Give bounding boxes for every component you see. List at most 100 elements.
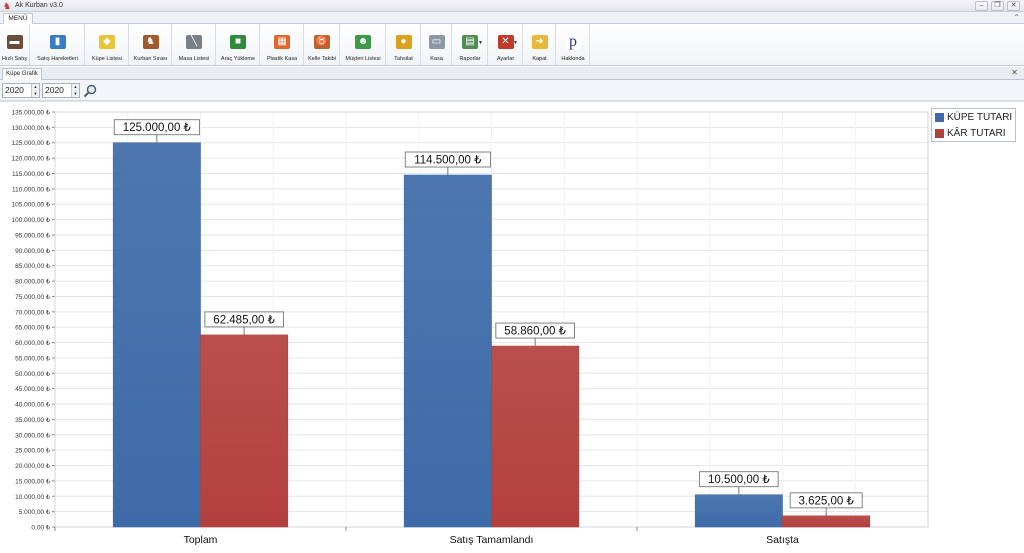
search-icon[interactable]	[83, 84, 97, 98]
ribbon-button-label: Hızlı Satış	[1, 56, 28, 62]
ribbon-button-label: Küpe Listesi	[92, 56, 122, 62]
y-tick-label: 120.000,00 ₺	[12, 155, 51, 163]
ribbon-button-tahsilat[interactable]: ● Tahsilat	[387, 24, 421, 65]
ribbon-tab-bar: MENÜ ⌃	[0, 12, 1024, 25]
ribbon-collapse-icon[interactable]: ⌃	[1013, 13, 1020, 22]
y-tick-label: 0,00 ₺	[31, 524, 50, 532]
coins-icon: ●	[395, 35, 412, 49]
ribbon-button-plastik-kasa[interactable]: ▦ Plastik Kasa	[261, 24, 304, 65]
ribbon-button-label: Araç Yükleme	[220, 56, 256, 62]
y-tick-label: 30.000,00 ₺	[15, 431, 51, 439]
app-logo-icon: ♞	[3, 1, 12, 11]
data-label-box	[404, 151, 491, 168]
data-label: 114.500,00 ₺	[414, 155, 482, 167]
bar-1-1	[491, 345, 580, 528]
ribbon-button-hakkinda[interactable]: p Hakkında	[557, 24, 590, 65]
y-tick-label: 125.000,00 ₺	[12, 139, 51, 147]
title-bar: ♞ Ak Kurban v3.0 – ❐ ✕	[0, 0, 1024, 12]
ribbon-button-hizli-satis[interactable]: ▬ Hızlı Satış	[0, 24, 30, 65]
data-label: 125.000,00 ₺	[123, 122, 192, 134]
y-tick-label: 95.000,00 ₺	[15, 231, 51, 239]
y-tick-label: 115.000,00 ₺	[12, 170, 51, 178]
ribbon-button-ayarlar[interactable]: ✕ Ayarlar ▼	[489, 24, 523, 65]
ribbon-button-musteri-listesi[interactable]: ☻ Müşteri Listesi	[341, 24, 386, 65]
minimize-button[interactable]: –	[975, 1, 988, 11]
data-label: 10.500,00 ₺	[708, 474, 770, 486]
y-tick-label: 10.000,00 ₺	[15, 493, 51, 501]
dropdown-arrow-icon: ▼	[478, 40, 483, 46]
year-start-spinner[interactable]: 2020 ▲ ▼	[2, 83, 40, 98]
ribbon-button-kasa[interactable]: ▭ Kasa	[422, 24, 452, 65]
ribbon-button-kurban-sirasi[interactable]: ♞ Kurban Sırası	[130, 24, 172, 65]
y-tick-label: 80.000,00 ₺	[15, 278, 51, 286]
about-icon: p	[565, 34, 581, 50]
truck-icon: ■	[230, 35, 246, 49]
ribbon-button-kelle-takibi[interactable]: ♉ Kelle Takibi	[305, 24, 340, 65]
y-tick-label: 25.000,00 ₺	[15, 447, 51, 455]
spinner-arrows-icon[interactable]: ▲ ▼	[71, 84, 79, 97]
bar-0-1	[403, 174, 492, 528]
cash-drawer-icon: ▭	[428, 35, 445, 49]
close-tab-icon[interactable]: ✕	[1011, 68, 1018, 77]
year-start-value: 2020	[5, 85, 24, 95]
y-tick-label: 60.000,00 ₺	[15, 339, 51, 347]
tab-kupe-grafik[interactable]: Küpe Grafik	[2, 68, 42, 80]
ribbon-button-label: Masa Listesi	[178, 56, 210, 62]
cow-icon: ♞	[142, 35, 159, 49]
cash-register-icon: ▬	[6, 35, 23, 49]
legend-entry: KÂR TUTARI	[932, 126, 1015, 141]
bar-chart: 0,00 ₺ 5.000,00 ₺ 10.000,00 ₺ 15.000,00 ₺ 20…	[12, 109, 929, 546]
spinner-arrows-icon[interactable]: ▲ ▼	[31, 84, 39, 97]
close-window-button[interactable]: ✕	[1007, 1, 1020, 11]
data-label-box	[204, 311, 284, 328]
legend-swatch	[935, 113, 944, 122]
chart-legend: KÜPE TUTARI KÂR TUTARI	[931, 108, 1016, 142]
data-label-box	[699, 471, 779, 488]
y-tick-label: 110.000,00 ₺	[12, 185, 51, 193]
ribbon-button-kapat[interactable]: ➜ Kapat	[524, 24, 556, 65]
ribbon-toolbar: ▬ Hızlı Satış ▮ Satış Hareketleri ◆ Küpe List…	[0, 24, 1024, 66]
ribbon-button-raporlar[interactable]: ▤ Raporlar ▼	[453, 24, 488, 65]
dropdown-arrow-icon: ▼	[513, 40, 518, 46]
ribbon-button-kupe-listesi[interactable]: ◆ Küpe Listesi	[86, 24, 129, 65]
y-tick-label: 70.000,00 ₺	[15, 308, 51, 316]
ribbon-button-satis-hareketleri[interactable]: ▮ Satış Hareketleri	[31, 24, 85, 65]
data-label: 62.485,00 ₺	[213, 314, 275, 326]
y-tick-label: 65.000,00 ₺	[15, 324, 51, 332]
report-icon: ▤	[462, 35, 478, 49]
x-tick-label: Satış Tamamlandı	[450, 534, 534, 546]
document-tab-bar: Küpe Grafik ✕	[0, 67, 1024, 80]
year-end-spinner[interactable]: 2020 ▲ ▼	[42, 83, 80, 98]
y-tick-label: 20.000,00 ₺	[15, 462, 51, 470]
y-tick-label: 50.000,00 ₺	[15, 370, 51, 378]
year-end-value: 2020	[45, 85, 64, 95]
y-tick-label: 35.000,00 ₺	[15, 416, 51, 424]
y-tick-label: 75.000,00 ₺	[15, 293, 51, 301]
chart-panel: 0,00 ₺ 5.000,00 ₺ 10.000,00 ₺ 15.000,00 ₺ 20…	[0, 101, 1024, 553]
legend-entry: KÜPE TUTARI	[932, 110, 1015, 125]
tab-menu[interactable]: MENÜ	[3, 13, 33, 25]
restore-button[interactable]: ❐	[991, 1, 1004, 11]
ribbon-button-masa-listesi[interactable]: ╲ Masa Listesi	[173, 24, 216, 65]
ribbon-button-arac-yukleme[interactable]: ■ Araç Yükleme	[217, 24, 260, 65]
animal-head-icon: ♉	[314, 35, 330, 49]
ribbon-button-label: Kasa	[430, 56, 443, 62]
ribbon-button-label: Kurban Sırası	[133, 56, 168, 62]
ribbon-button-label: Hakkında	[561, 56, 585, 62]
legend-label: KÜPE TUTARI	[947, 112, 1013, 123]
legend-label: KÂR TUTARI	[947, 128, 1006, 139]
bar-0-2	[694, 494, 783, 528]
data-label-box	[789, 492, 863, 509]
ribbon-button-label: Müşteri Listesi	[345, 56, 381, 62]
y-tick-label: 90.000,00 ₺	[15, 247, 51, 255]
exit-folder-icon: ➜	[531, 35, 548, 49]
y-tick-label: 45.000,00 ₺	[15, 385, 51, 393]
y-tick-label: 15.000,00 ₺	[15, 477, 51, 485]
ribbon-button-label: Kapat	[532, 56, 547, 62]
data-label-box	[113, 119, 200, 136]
y-tick-label: 5.000,00 ₺	[19, 508, 51, 516]
users-icon: ☻	[355, 35, 371, 49]
bar-1-2	[782, 515, 871, 528]
y-tick-label: 135.000,00 ₺	[12, 109, 51, 117]
x-tick-label: Toplam	[184, 534, 218, 546]
